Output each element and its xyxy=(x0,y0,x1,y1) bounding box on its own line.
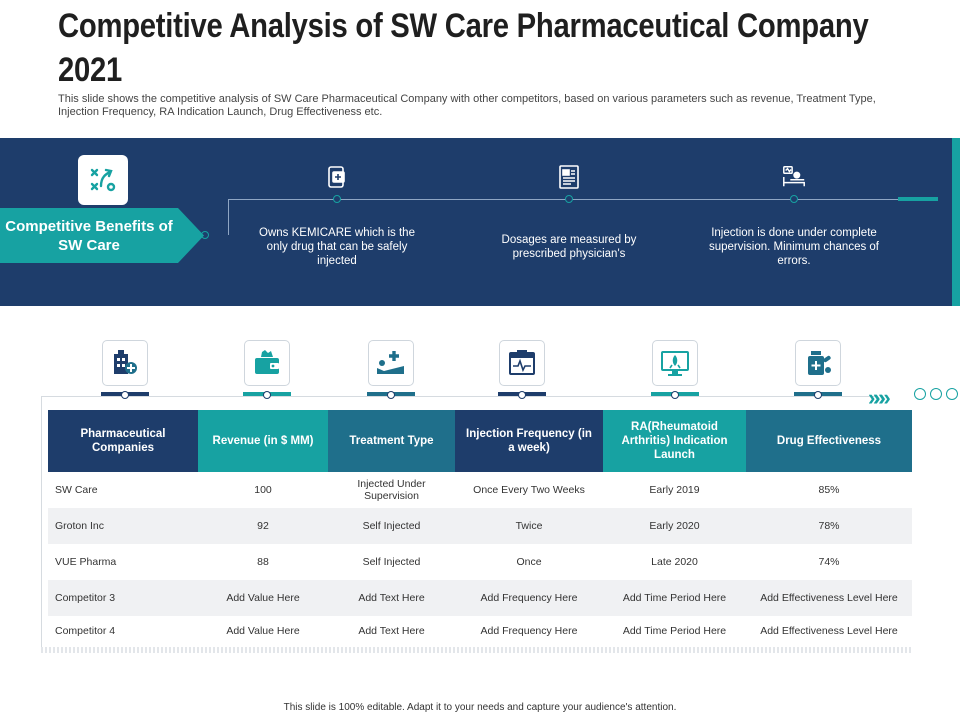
table-cell: Early 2019 xyxy=(649,484,700,496)
chevrons-right-icon: »»» xyxy=(868,385,891,410)
table-cell: Once Every Two Weeks xyxy=(473,484,585,496)
table-cell: 92 xyxy=(198,508,328,544)
table-cell: 74% xyxy=(818,556,840,568)
competitive-analysis-table: Pharmaceutical Companies Revenue (in $ M… xyxy=(48,410,912,646)
table-row: Competitor 4 Add Value Here Add Text Her… xyxy=(48,616,912,646)
column-dot xyxy=(814,391,822,399)
banner-label: Competitive Benefits of SW Care xyxy=(5,217,173,254)
table-cell: VUE Pharma xyxy=(55,556,117,568)
timeline-dot xyxy=(565,195,573,203)
table-cell: Late 2020 xyxy=(651,556,698,568)
column-dot xyxy=(263,391,271,399)
connector-line xyxy=(228,199,229,235)
table-cell: 85% xyxy=(818,484,840,496)
slide-footer: This slide is 100% editable. Adapt it to… xyxy=(283,702,677,713)
injection-calendar-icon xyxy=(499,340,545,386)
table-row: Groton Inc 92 Self Injected Twice Early … xyxy=(48,508,912,544)
patient-bed-monitor-icon xyxy=(781,164,807,190)
prescription-document-icon xyxy=(556,164,582,190)
header-cell: Pharmaceutical Companies xyxy=(48,410,198,472)
benefit-text-2: Dosages are measured by prescribed physi… xyxy=(501,234,637,260)
timeline-end-accent xyxy=(898,197,938,201)
table-cell: SW Care xyxy=(55,484,98,496)
header-cell: Drug Effectiveness xyxy=(746,410,912,472)
table-cell: Twice xyxy=(455,508,603,544)
timeline-dot xyxy=(790,195,798,203)
medicine-box-icon xyxy=(324,164,350,190)
table-cell: Add Value Here xyxy=(198,580,328,616)
table-cell: 100 xyxy=(254,484,272,496)
table-cell: Add Frequency Here xyxy=(480,625,578,637)
table-cell: Once xyxy=(516,556,542,568)
table-cell: Add Time Period Here xyxy=(622,625,727,637)
competitive-benefits-banner: Competitive Benefits of SW Care xyxy=(0,208,204,263)
header-cell: RA(Rheumatoid Arthritis) Indication Laun… xyxy=(603,410,746,472)
slide-title: Competitive Analysis of SW Care Pharmace… xyxy=(58,7,869,89)
header-cell: Revenue (in $ MM) xyxy=(198,410,328,472)
table-cell: Add Value Here xyxy=(226,625,300,637)
pharmacy-building-icon xyxy=(102,340,148,386)
slide-subtitle: This slide shows the competitive analysi… xyxy=(58,93,876,118)
table-cell: Groton Inc xyxy=(48,508,198,544)
benefit-text-3: Injection is done under complete supervi… xyxy=(708,227,879,267)
table-cell: Self Injected xyxy=(328,508,455,544)
circle-marker xyxy=(930,388,942,400)
header-cell: Treatment Type xyxy=(328,410,455,472)
table-row: VUE Pharma 88 Self Injected Once Late 20… xyxy=(48,544,912,580)
hospital-bed-icon xyxy=(368,340,414,386)
timeline-line xyxy=(228,199,898,200)
column-dot xyxy=(518,391,526,399)
table-frame-bottom xyxy=(41,647,911,653)
table-cell: Add Frequency Here xyxy=(455,580,603,616)
strategy-play-icon xyxy=(90,168,116,192)
column-dot xyxy=(671,391,679,399)
table-cell: Add Text Here xyxy=(328,580,455,616)
column-dot xyxy=(387,391,395,399)
table-frame-left xyxy=(41,396,42,652)
column-dot xyxy=(121,391,129,399)
table-cell: Competitor 3 xyxy=(48,580,198,616)
pill-bottle-icon xyxy=(795,340,841,386)
strategy-logo xyxy=(78,155,128,205)
table-cell: 88 xyxy=(257,556,269,568)
table-frame-top xyxy=(41,396,876,397)
benefit-text-1: Owns KEMICARE which is the only drug tha… xyxy=(259,227,415,267)
table-cell: Injected Under Supervision xyxy=(357,478,426,502)
header-cell: Injection Frequency (in a week) xyxy=(455,410,603,472)
table-cell: Add Effectiveness Level Here xyxy=(760,625,898,637)
table-row: Competitor 3 Add Value Here Add Text Her… xyxy=(48,580,912,616)
band-edge-accent xyxy=(952,138,960,306)
timeline-dot xyxy=(333,195,341,203)
table-cell: Self Injected xyxy=(362,556,421,568)
wallet-money-icon xyxy=(244,340,290,386)
table-cell: Add Effectiveness Level Here xyxy=(746,580,912,616)
table-cell: 78% xyxy=(746,508,912,544)
table-cell: Early 2020 xyxy=(603,508,746,544)
table-cell: Add Text Here xyxy=(358,625,425,637)
circle-marker xyxy=(946,388,958,400)
table-cell: Competitor 4 xyxy=(55,625,116,637)
monitor-rocket-icon xyxy=(652,340,698,386)
circle-marker xyxy=(914,388,926,400)
table-cell: Add Time Period Here xyxy=(603,580,746,616)
table-row: SW Care 100 Injected Under Supervision O… xyxy=(48,472,912,508)
table-header-row: Pharmaceutical Companies Revenue (in $ M… xyxy=(48,410,912,472)
